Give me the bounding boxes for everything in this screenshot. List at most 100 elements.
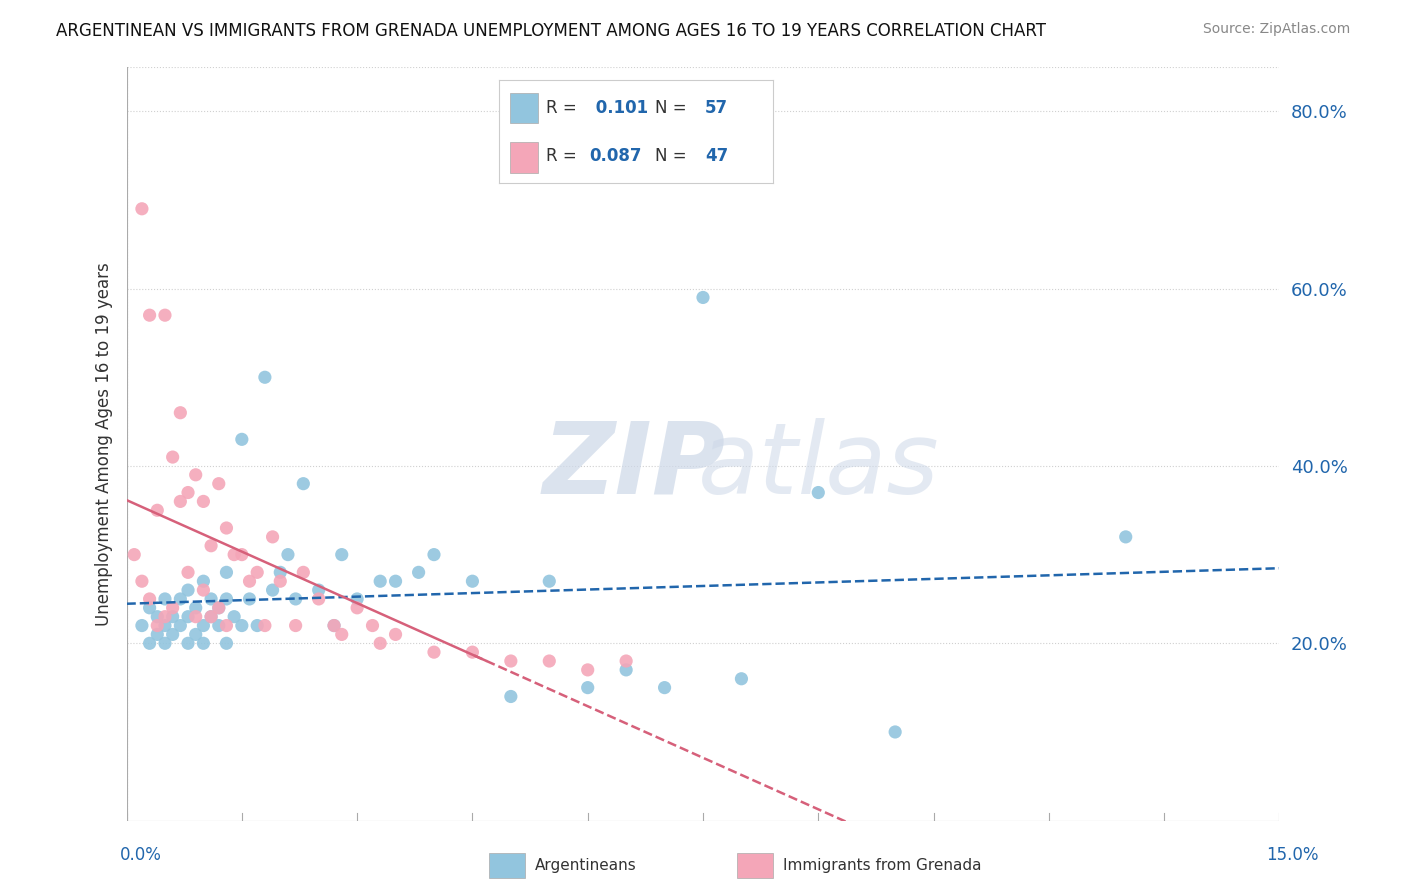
Point xyxy=(224,548,246,562)
Point xyxy=(538,654,561,668)
Point xyxy=(308,591,330,606)
Point xyxy=(146,503,169,517)
Point xyxy=(384,627,406,641)
Point xyxy=(193,618,215,632)
Point xyxy=(614,663,637,677)
Point xyxy=(654,681,676,695)
Point xyxy=(193,583,215,598)
Point xyxy=(169,591,191,606)
Point xyxy=(692,290,714,304)
Point xyxy=(215,521,238,535)
Point xyxy=(138,636,160,650)
Y-axis label: Unemployment Among Ages 16 to 19 years: Unemployment Among Ages 16 to 19 years xyxy=(94,262,112,625)
Point xyxy=(461,645,484,659)
Point xyxy=(153,618,176,632)
Point xyxy=(231,618,253,632)
Point xyxy=(177,609,200,624)
Point xyxy=(162,627,184,641)
Point xyxy=(384,574,406,589)
Text: Source: ZipAtlas.com: Source: ZipAtlas.com xyxy=(1202,22,1350,37)
Text: Immigrants from Grenada: Immigrants from Grenada xyxy=(783,858,981,872)
Point xyxy=(162,609,184,624)
Point xyxy=(162,450,184,464)
Point xyxy=(884,725,907,739)
Text: ZIP: ZIP xyxy=(543,417,725,515)
Point xyxy=(730,672,752,686)
Point xyxy=(330,548,353,562)
Bar xyxy=(510,142,537,173)
Point xyxy=(184,609,207,624)
Point xyxy=(208,476,231,491)
Point xyxy=(208,618,231,632)
Point xyxy=(269,574,291,589)
Point xyxy=(138,308,160,322)
Point xyxy=(292,476,315,491)
Point xyxy=(262,530,284,544)
Point xyxy=(284,618,307,632)
Text: 0.087: 0.087 xyxy=(589,147,643,165)
Point xyxy=(231,433,253,447)
Point xyxy=(169,406,191,420)
Point xyxy=(499,654,522,668)
Point xyxy=(169,494,191,508)
Text: 15.0%: 15.0% xyxy=(1267,846,1319,863)
Point xyxy=(153,591,176,606)
Point xyxy=(423,645,446,659)
Point xyxy=(122,548,145,562)
Point xyxy=(330,627,353,641)
Point xyxy=(131,618,153,632)
Point xyxy=(461,574,484,589)
Point xyxy=(408,566,430,580)
Point xyxy=(177,636,200,650)
Point xyxy=(499,690,522,704)
Point xyxy=(193,494,215,508)
Text: ARGENTINEAN VS IMMIGRANTS FROM GRENADA UNEMPLOYMENT AMONG AGES 16 TO 19 YEARS CO: ARGENTINEAN VS IMMIGRANTS FROM GRENADA U… xyxy=(56,22,1046,40)
Point xyxy=(246,618,269,632)
Text: Argentineans: Argentineans xyxy=(534,858,637,872)
Point xyxy=(184,600,207,615)
Text: 0.0%: 0.0% xyxy=(120,846,162,863)
Point xyxy=(368,574,391,589)
Point xyxy=(238,591,260,606)
Point xyxy=(323,618,346,632)
Point xyxy=(153,609,176,624)
Point xyxy=(193,574,215,589)
Point xyxy=(308,583,330,598)
Point xyxy=(1115,530,1137,544)
Point xyxy=(208,600,231,615)
Point xyxy=(538,574,561,589)
Text: R =: R = xyxy=(546,99,582,117)
Point xyxy=(153,636,176,650)
Point xyxy=(200,539,222,553)
Point xyxy=(215,591,238,606)
Point xyxy=(177,566,200,580)
Point xyxy=(184,627,207,641)
Bar xyxy=(510,93,537,123)
Point xyxy=(138,600,160,615)
Point xyxy=(277,548,299,562)
Point xyxy=(193,636,215,650)
Point xyxy=(262,583,284,598)
Bar xyxy=(489,853,524,878)
Point xyxy=(215,566,238,580)
Text: R =: R = xyxy=(546,147,582,165)
Point xyxy=(215,618,238,632)
Point xyxy=(169,618,191,632)
Point xyxy=(253,370,276,384)
Point xyxy=(177,485,200,500)
Point xyxy=(146,618,169,632)
Point xyxy=(138,591,160,606)
Point xyxy=(224,609,246,624)
Point xyxy=(246,566,269,580)
Point xyxy=(231,548,253,562)
Point xyxy=(807,485,830,500)
Text: N =: N = xyxy=(655,99,692,117)
Text: 57: 57 xyxy=(704,99,728,117)
Point xyxy=(346,600,368,615)
Point xyxy=(346,591,368,606)
Text: N =: N = xyxy=(655,147,692,165)
Point xyxy=(208,600,231,615)
Point xyxy=(200,591,222,606)
Point xyxy=(177,583,200,598)
Point xyxy=(368,636,391,650)
